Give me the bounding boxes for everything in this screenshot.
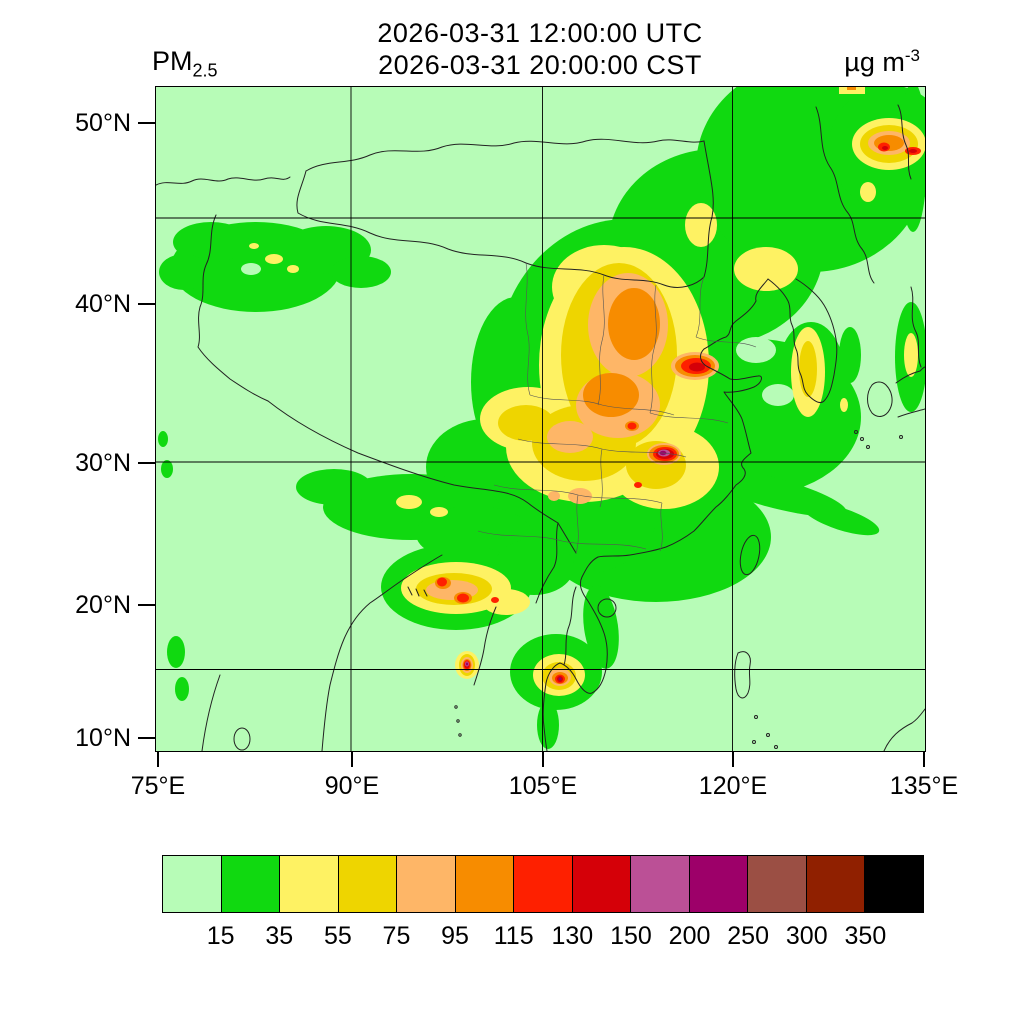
colorbar-cell xyxy=(454,856,514,912)
colorbar-level-label: 35 xyxy=(265,922,294,950)
colorbar-level-label: 75 xyxy=(382,922,411,950)
variable-name: PM xyxy=(152,46,193,76)
province-borders xyxy=(477,262,757,554)
coastline-borders xyxy=(155,104,926,752)
y-tick-mark xyxy=(138,302,155,306)
colorbar-cell xyxy=(163,856,221,912)
x-tick-mark xyxy=(922,752,926,767)
x-tick-label: 75°E xyxy=(130,772,186,800)
y-tick-label: 40°N xyxy=(75,290,131,318)
colorbar-cell xyxy=(747,856,806,912)
colorbar-cell xyxy=(688,856,748,912)
colorbar-cell xyxy=(630,856,689,912)
y-tick-mark xyxy=(138,736,155,740)
colorbar-cell xyxy=(805,856,865,912)
colorbar-level-label: 95 xyxy=(441,922,469,950)
units-base: µg m xyxy=(844,47,905,77)
colorbar-level-label: 115 xyxy=(493,922,534,950)
x-tick-mark xyxy=(350,752,354,767)
colorbar-cell xyxy=(513,856,572,912)
y-tick-label: 10°N xyxy=(75,724,131,752)
colorbar-level-label: 300 xyxy=(785,922,828,950)
y-tick-mark xyxy=(138,461,155,465)
colorbar-level-label: 200 xyxy=(668,922,711,950)
variable-subscript: 2.5 xyxy=(192,60,218,81)
y-tick-mark xyxy=(138,603,155,607)
colorbar-cell xyxy=(337,856,397,912)
title-utc: 2026-03-31 12:00:00 UTC xyxy=(377,18,703,48)
colorbar xyxy=(162,855,924,913)
title-cst: 2026-03-31 20:00:00 CST xyxy=(378,50,702,80)
colorbar-cell xyxy=(396,856,455,912)
colorbar-level-label: 15 xyxy=(206,922,235,950)
grid-lines xyxy=(156,87,925,751)
units-label: µg m-3 xyxy=(820,46,920,78)
y-tick-label: 50°N xyxy=(75,109,131,137)
colorbar-level-label: 130 xyxy=(551,922,594,950)
x-tick-mark xyxy=(731,752,735,767)
colorbar-level-label: 250 xyxy=(727,922,769,950)
x-tick-label: 90°E xyxy=(324,772,380,800)
map-svg xyxy=(155,62,949,752)
colorbar-level-label: 55 xyxy=(323,922,352,950)
colorbar-cell xyxy=(220,856,280,912)
contours-holes xyxy=(241,263,794,406)
x-tick-label: 105°E xyxy=(508,772,578,800)
colorbar-level-label: 150 xyxy=(610,922,652,950)
variable-label: PM2.5 xyxy=(152,46,218,81)
colorbar-cell xyxy=(279,856,338,912)
x-tick-label: 135°E xyxy=(889,772,959,800)
colorbar-cell xyxy=(571,856,631,912)
y-tick-label: 30°N xyxy=(75,449,131,477)
colorbar-cell xyxy=(864,856,923,912)
x-tick-label: 120°E xyxy=(698,772,768,800)
x-tick-mark xyxy=(156,752,160,767)
colorbar-level-label: 350 xyxy=(844,922,887,950)
y-tick-label: 20°N xyxy=(75,591,131,619)
x-tick-mark xyxy=(541,752,545,767)
map-frame xyxy=(155,62,949,752)
y-tick-mark xyxy=(138,121,155,125)
units-exponent: -3 xyxy=(904,46,920,65)
